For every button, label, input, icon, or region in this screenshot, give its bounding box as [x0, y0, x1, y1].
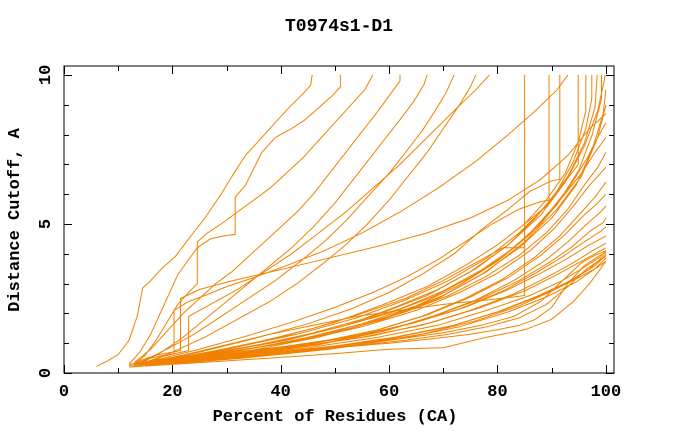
model-curve — [134, 256, 607, 366]
model-curve — [134, 74, 569, 365]
x-tick-label: 40 — [270, 383, 290, 402]
model-curve — [145, 74, 550, 364]
model-curve — [145, 137, 607, 364]
model-curve — [128, 251, 607, 366]
model-curve — [145, 74, 477, 365]
plot-frame — [63, 65, 615, 374]
model-curve — [139, 74, 428, 365]
model-curve — [128, 74, 341, 365]
model-curve — [139, 74, 455, 364]
model-curve — [128, 260, 607, 368]
model-curve — [134, 235, 607, 364]
model-curve — [134, 226, 607, 365]
model-curve — [156, 181, 607, 365]
tick-labels-group: 0 20 40 60 80 100 0 5 10 — [37, 65, 621, 402]
model-curve — [150, 74, 579, 365]
model-curve — [150, 166, 607, 364]
model-curve — [145, 122, 607, 365]
x-tick-label: 60 — [379, 383, 399, 402]
model-curve — [134, 113, 607, 364]
y-tick-label: 5 — [37, 219, 56, 229]
x-tick-label: 0 — [59, 383, 69, 402]
model-curve — [145, 250, 607, 365]
model-curve — [139, 74, 490, 365]
plot-title: T0974s1-D1 — [285, 17, 393, 37]
x-axis-label: Percent of Residues (CA) — [213, 408, 458, 427]
model-curve — [166, 104, 607, 364]
y-tick-label: 0 — [37, 368, 56, 378]
model-curve — [150, 74, 587, 364]
model-curve — [150, 257, 607, 366]
x-tick-label: 100 — [591, 383, 622, 402]
model-curve — [134, 74, 401, 363]
model-curve — [128, 260, 607, 368]
axis-ticks-group — [64, 66, 614, 374]
y-tick-label: 10 — [37, 65, 56, 85]
model-curve — [161, 205, 607, 365]
x-tick-label: 80 — [487, 383, 507, 402]
model-curve — [134, 74, 374, 365]
model-curve — [139, 247, 607, 364]
model-curve — [96, 74, 313, 367]
x-tick-label: 20 — [162, 383, 182, 402]
model-curve — [128, 250, 607, 365]
model-curves-group — [96, 74, 607, 368]
y-axis-label: Distance Cutoff, A — [6, 127, 25, 311]
model-curve — [145, 74, 561, 365]
model-curve — [156, 74, 598, 364]
